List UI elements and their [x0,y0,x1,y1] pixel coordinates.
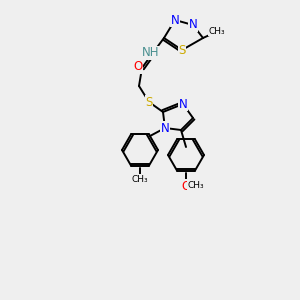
Text: NH: NH [142,46,160,59]
Text: N: N [160,122,169,134]
Text: N: N [171,14,179,26]
Text: CH₃: CH₃ [132,175,148,184]
Text: N: N [178,98,188,110]
Text: CH₃: CH₃ [209,26,225,35]
Text: O: O [134,61,142,74]
Text: S: S [178,44,186,56]
Text: S: S [145,95,153,109]
Text: N: N [189,19,197,32]
Text: O: O [182,179,190,193]
Text: CH₃: CH₃ [188,182,204,190]
